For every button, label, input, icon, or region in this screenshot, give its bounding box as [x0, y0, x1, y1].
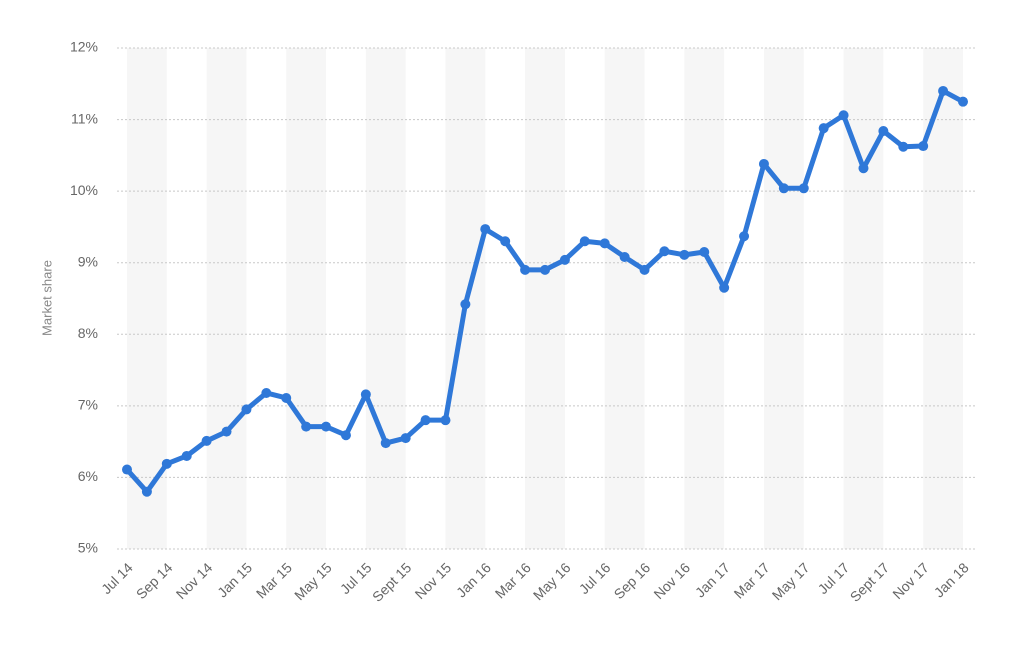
- point: [739, 231, 750, 242]
- point: [758, 158, 769, 169]
- point: [500, 236, 511, 247]
- point: [540, 264, 550, 275]
- y-tick-label: 9%: [78, 253, 98, 269]
- point: [420, 415, 431, 426]
- y-tick-label: 6%: [78, 468, 98, 484]
- point: [480, 224, 491, 235]
- point: [301, 421, 312, 432]
- point: [679, 249, 690, 260]
- point: [579, 236, 590, 247]
- x-tick-label: Jan 15: [214, 559, 255, 600]
- background-band: [525, 48, 565, 549]
- x-tick-label: Jan 18: [931, 559, 972, 600]
- x-tick-label: May 15: [291, 559, 335, 603]
- x-tick-label: Mar 16: [492, 559, 534, 601]
- x-tick-label: May 16: [530, 559, 574, 603]
- point: [918, 141, 929, 152]
- point: [898, 141, 909, 152]
- x-tick-label: Nov 17: [889, 559, 932, 602]
- point: [460, 299, 471, 310]
- y-tick-label: 8%: [78, 325, 98, 341]
- point: [878, 126, 889, 137]
- y-tick-label: 7%: [78, 397, 98, 413]
- y-tick-label: 5%: [78, 540, 98, 556]
- point: [122, 464, 132, 475]
- x-tick-label: Mar 17: [731, 559, 773, 601]
- point: [380, 438, 391, 449]
- point: [838, 110, 849, 121]
- point: [201, 435, 212, 446]
- y-tick-label: 12%: [70, 39, 98, 55]
- point: [858, 163, 869, 174]
- point: [599, 238, 610, 249]
- point: [440, 415, 451, 426]
- x-tick-label: Nov 15: [412, 559, 455, 602]
- x-tick-label: Nov 16: [650, 559, 693, 602]
- point: [958, 96, 968, 107]
- point: [321, 421, 332, 432]
- x-tick-label: Jan 17: [692, 559, 733, 600]
- point: [241, 404, 252, 415]
- point: [699, 246, 710, 257]
- x-tick-label: Jan 16: [453, 559, 494, 600]
- background-band: [843, 48, 884, 549]
- point: [340, 430, 351, 441]
- point: [261, 387, 272, 398]
- point: [360, 389, 371, 400]
- y-tick-label: 11%: [71, 110, 98, 126]
- background-band: [604, 48, 645, 549]
- point: [619, 251, 630, 262]
- x-tick-label: Jul 14: [98, 559, 136, 597]
- point: [559, 254, 570, 265]
- background-band: [127, 48, 167, 549]
- background-band: [286, 48, 327, 549]
- point: [281, 392, 292, 403]
- point: [221, 426, 232, 437]
- x-tick-label: Jul 16: [576, 559, 614, 597]
- point: [181, 450, 192, 461]
- point: [938, 85, 949, 96]
- x-tick-label: Sept 17: [847, 559, 893, 605]
- background-band: [206, 48, 247, 549]
- background-band: [365, 48, 406, 549]
- x-tick-label: Sept 15: [369, 559, 415, 605]
- x-tick-label: Mar 15: [253, 559, 295, 601]
- x-tick-label: Jul 15: [337, 559, 375, 597]
- point: [818, 123, 829, 134]
- x-tick-label: Nov 14: [173, 559, 216, 602]
- background-band: [684, 48, 725, 549]
- point: [639, 264, 650, 275]
- x-tick-label: Sep 14: [133, 559, 176, 602]
- point: [161, 458, 172, 469]
- y-axis-label: Market share: [39, 260, 54, 336]
- x-tick-label: May 17: [769, 559, 813, 603]
- x-tick-label: Jul 17: [815, 559, 853, 597]
- point: [798, 183, 809, 194]
- y-tick-label: 10%: [70, 182, 98, 198]
- point: [778, 183, 789, 194]
- background-band: [763, 48, 804, 549]
- point: [400, 433, 411, 444]
- point: [719, 282, 730, 293]
- point: [141, 486, 152, 497]
- point: [659, 246, 670, 257]
- x-tick-label: Sep 16: [611, 559, 654, 602]
- point: [520, 264, 531, 275]
